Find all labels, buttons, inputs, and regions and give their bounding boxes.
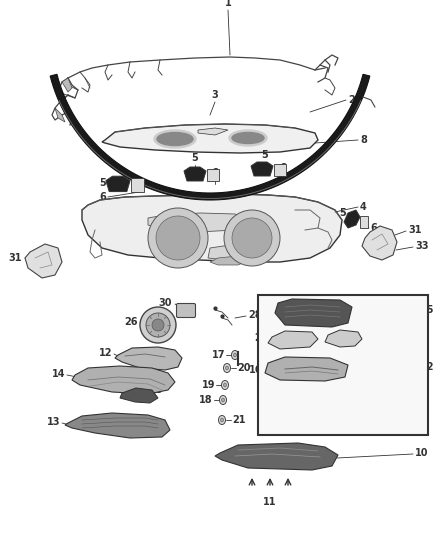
Ellipse shape (232, 351, 239, 359)
Polygon shape (268, 331, 318, 349)
Polygon shape (325, 330, 362, 347)
Polygon shape (215, 443, 338, 470)
Ellipse shape (220, 418, 223, 422)
Polygon shape (120, 388, 158, 403)
Ellipse shape (233, 353, 237, 357)
Text: 5: 5 (261, 150, 268, 160)
Bar (258, 295, 428, 435)
Polygon shape (50, 74, 370, 200)
Text: 26: 26 (124, 317, 138, 327)
Text: 5: 5 (99, 178, 106, 188)
Text: 6: 6 (370, 223, 377, 233)
Polygon shape (25, 244, 62, 278)
Ellipse shape (219, 416, 226, 424)
Text: 18: 18 (199, 395, 213, 405)
Text: 22: 22 (416, 332, 430, 342)
Polygon shape (360, 216, 368, 228)
Text: 15: 15 (150, 385, 163, 395)
Text: 30: 30 (159, 298, 172, 308)
Text: 4: 4 (360, 202, 367, 212)
Polygon shape (55, 108, 65, 122)
Polygon shape (62, 78, 72, 92)
Text: 14: 14 (52, 369, 65, 379)
Text: 28: 28 (248, 310, 261, 320)
Text: 2: 2 (348, 95, 355, 105)
Text: 6: 6 (99, 192, 106, 202)
Text: 12: 12 (99, 348, 112, 358)
Text: 5: 5 (192, 153, 198, 163)
Text: 10: 10 (415, 448, 428, 458)
Polygon shape (65, 413, 170, 438)
Ellipse shape (226, 366, 229, 370)
Circle shape (232, 218, 272, 258)
Text: 33: 33 (415, 241, 428, 251)
Polygon shape (148, 213, 248, 232)
Text: 5: 5 (339, 208, 346, 218)
Polygon shape (274, 164, 286, 176)
Circle shape (146, 313, 170, 337)
Text: 16: 16 (248, 365, 262, 375)
Polygon shape (198, 128, 228, 135)
Ellipse shape (222, 381, 229, 390)
Ellipse shape (229, 130, 267, 146)
Text: 22: 22 (254, 333, 268, 343)
Polygon shape (115, 347, 182, 370)
FancyBboxPatch shape (177, 303, 195, 318)
Ellipse shape (232, 133, 264, 143)
Circle shape (140, 307, 176, 343)
Text: 19: 19 (201, 380, 215, 390)
Polygon shape (362, 226, 397, 260)
Polygon shape (344, 210, 360, 228)
Text: 3: 3 (212, 90, 219, 100)
Polygon shape (208, 245, 248, 260)
Ellipse shape (223, 364, 230, 373)
Polygon shape (251, 162, 273, 176)
Ellipse shape (222, 398, 225, 402)
Polygon shape (210, 256, 245, 265)
Circle shape (156, 216, 200, 260)
Circle shape (148, 208, 208, 268)
Text: 13: 13 (46, 417, 60, 427)
Text: 6: 6 (279, 163, 286, 173)
Text: 6: 6 (212, 168, 219, 178)
Polygon shape (207, 169, 219, 181)
Ellipse shape (223, 383, 226, 387)
Text: 20: 20 (237, 363, 251, 373)
Circle shape (152, 319, 164, 331)
Text: 21: 21 (232, 415, 246, 425)
Ellipse shape (157, 133, 193, 146)
Polygon shape (265, 357, 348, 381)
Polygon shape (102, 124, 318, 153)
Text: 1: 1 (225, 0, 231, 8)
Text: 25: 25 (420, 305, 434, 315)
Text: 17: 17 (212, 350, 225, 360)
Polygon shape (131, 179, 145, 191)
Polygon shape (106, 176, 130, 191)
Text: 31: 31 (408, 225, 421, 235)
Ellipse shape (219, 395, 226, 405)
Circle shape (224, 210, 280, 266)
Polygon shape (72, 366, 175, 394)
Polygon shape (184, 167, 206, 181)
Text: 32: 32 (420, 362, 434, 372)
Ellipse shape (154, 130, 196, 148)
Text: 11: 11 (263, 497, 277, 507)
Polygon shape (275, 299, 352, 327)
Polygon shape (82, 194, 342, 262)
Text: 8: 8 (360, 135, 367, 145)
Text: 31: 31 (8, 253, 22, 263)
